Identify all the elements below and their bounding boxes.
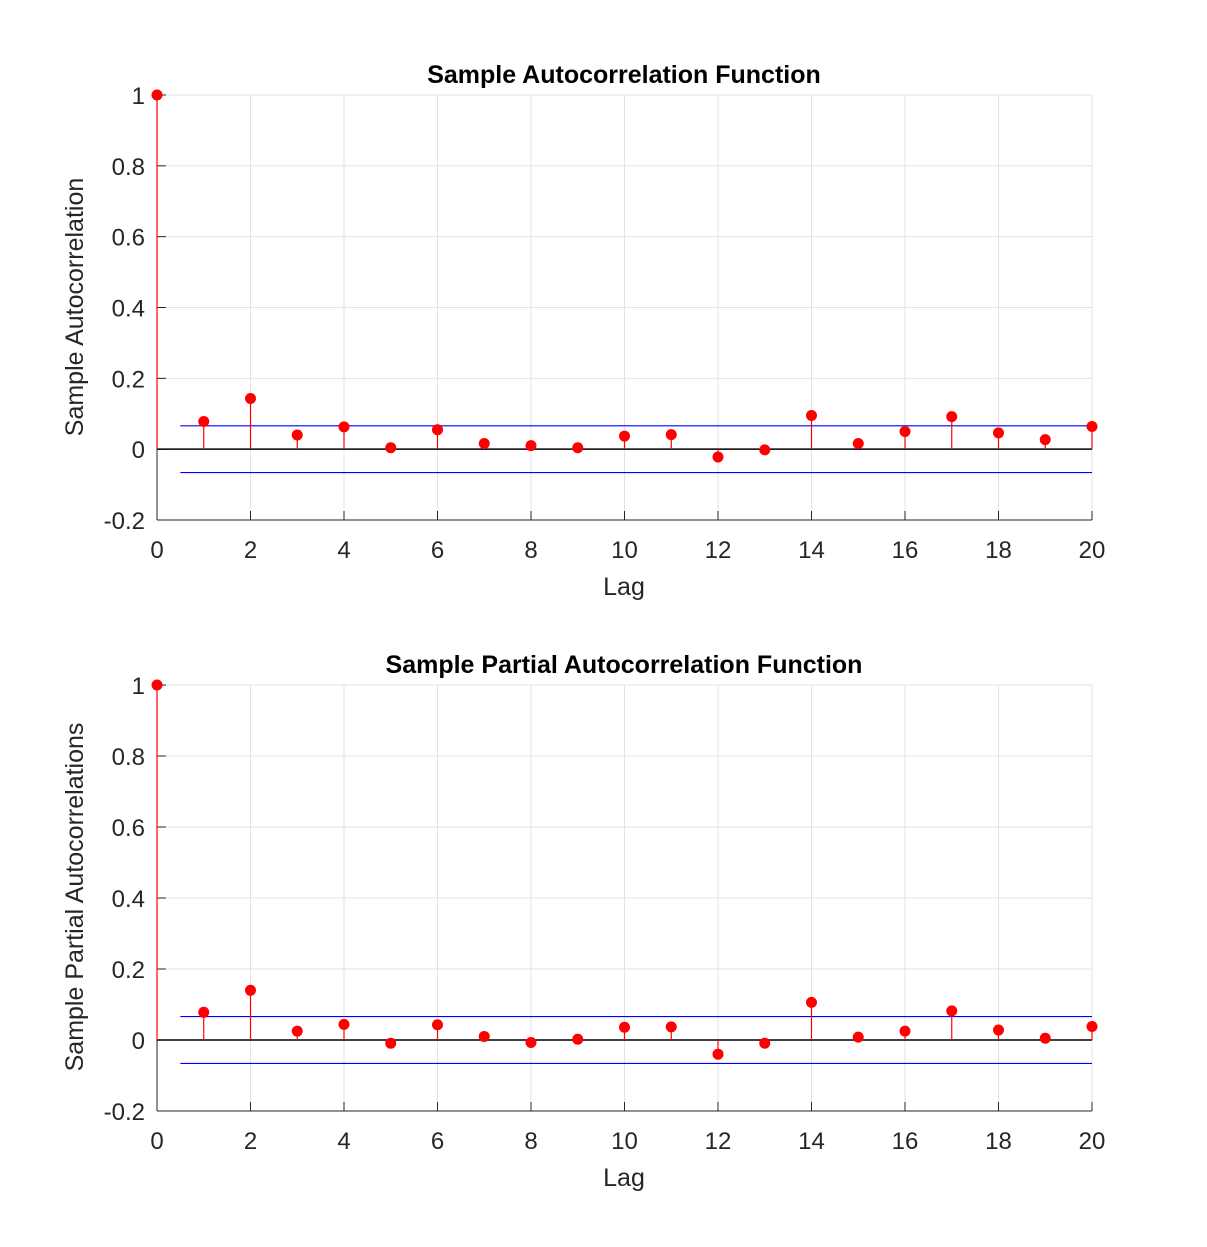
acf-y-tick-label-5: 0.8 xyxy=(112,154,145,181)
acf-y-tick-label-0: -0.2 xyxy=(104,508,145,535)
acf-marker-13 xyxy=(759,444,771,456)
pacf-y-tick-label-4: 0.6 xyxy=(112,815,145,842)
pacf-x-tick-label-3: 6 xyxy=(431,1128,444,1155)
acf-x-tick-label-4: 8 xyxy=(524,537,537,564)
acf-marker-12 xyxy=(712,451,724,463)
pacf-marker-7 xyxy=(478,1030,490,1042)
pacf-y-tick-label-1: 0 xyxy=(132,1028,145,1055)
pacf-marker-1 xyxy=(198,1006,210,1018)
acf-y-axis-label: Sample Autocorrelation xyxy=(61,178,89,436)
acf-axes: 0 2 4 6 8 10 12 14 16 18 20-0.200.20.40.60.81 Samp… xyxy=(61,61,1105,601)
pacf-x-tick-label-5: 10 xyxy=(611,1128,638,1155)
acf-marker-9 xyxy=(572,442,584,454)
pacf-x-tick-label-2: 4 xyxy=(337,1128,350,1155)
acf-x-tick-label-2: 4 xyxy=(337,537,350,564)
acf-marker-16 xyxy=(899,425,911,437)
pacf-marker-6 xyxy=(432,1019,443,1031)
acf-marker-1 xyxy=(198,416,210,428)
acf-y-tick-label-3: 0.4 xyxy=(112,296,145,323)
acf-plot-layer: 0 2 4 6 8 10 12 14 16 18 20-0.200.20.40.60.81 xyxy=(104,83,1106,564)
acf-marker-6 xyxy=(432,424,443,436)
pacf-x-tick-label-8: 16 xyxy=(892,1128,919,1155)
acf-x-tick-label-9: 18 xyxy=(985,537,1012,564)
pacf-title: Sample Partial Autocorrelation Function xyxy=(386,651,863,679)
pacf-x-tick-label-9: 18 xyxy=(985,1128,1012,1155)
pacf-y-tick-label-0: -0.2 xyxy=(104,1099,145,1126)
pacf-marker-17 xyxy=(946,1005,958,1017)
acf-marker-14 xyxy=(806,410,817,422)
acf-x-tick-label-7: 14 xyxy=(798,537,825,564)
pacf-marker-11 xyxy=(665,1021,677,1033)
acf-x-tick-label-6: 12 xyxy=(705,537,732,564)
pacf-y-tick-label-2: 0.2 xyxy=(112,957,145,984)
pacf-marker-18 xyxy=(993,1024,1004,1036)
acf-marker-11 xyxy=(665,429,677,441)
pacf-x-tick-label-4: 8 xyxy=(524,1128,537,1155)
pacf-x-axis-label: Lag xyxy=(603,1164,645,1192)
pacf-marker-3 xyxy=(291,1025,303,1037)
pacf-x-tick-label-7: 14 xyxy=(798,1128,825,1155)
acf-marker-0 xyxy=(151,89,163,101)
pacf-x-tick-label-0: 0 xyxy=(150,1128,163,1155)
acf-x-tick-label-8: 16 xyxy=(892,537,919,564)
pacf-y-tick-label-5: 0.8 xyxy=(112,744,145,771)
pacf-y-tick-label-3: 0.4 xyxy=(112,886,145,913)
acf-y-tick-label-2: 0.2 xyxy=(112,366,145,393)
acf-y-tick-label-4: 0.6 xyxy=(112,225,145,252)
acf-y-tick-label-1: 0 xyxy=(132,437,145,464)
pacf-marker-12 xyxy=(712,1048,724,1060)
acf-marker-8 xyxy=(525,440,537,452)
pacf-x-tick-label-10: 20 xyxy=(1079,1128,1106,1155)
pacf-y-axis-label: Sample Partial Autocorrelations xyxy=(61,723,89,1072)
pacf-y-tick-label-6: 1 xyxy=(132,673,145,700)
pacf-marker-16 xyxy=(899,1025,911,1037)
acf-marker-17 xyxy=(946,411,958,423)
pacf-marker-9 xyxy=(572,1033,584,1045)
acf-x-tick-label-1: 2 xyxy=(244,537,257,564)
pacf-marker-14 xyxy=(806,996,817,1008)
acf-marker-10 xyxy=(619,430,630,442)
pacf-marker-4 xyxy=(338,1018,350,1030)
pacf-marker-5 xyxy=(385,1037,397,1049)
acf-marker-4 xyxy=(338,421,350,433)
acf-marker-3 xyxy=(291,429,303,441)
pacf-plot-layer: 0 2 4 6 8 10 12 14 16 18 20-0.200.20.40.60.81 xyxy=(104,673,1106,1155)
acf-marker-15 xyxy=(852,438,864,449)
acf-x-tick-label-3: 6 xyxy=(431,537,444,564)
acf-marker-5 xyxy=(385,442,397,454)
acf-x-tick-label-0: 0 xyxy=(150,537,163,564)
acf-title: Sample Autocorrelation Function xyxy=(427,61,821,89)
pacf-marker-8 xyxy=(525,1036,537,1048)
acf-marker-19 xyxy=(1039,434,1051,446)
pacf-marker-19 xyxy=(1039,1032,1051,1044)
acf-y-tick-label-6: 1 xyxy=(132,83,145,110)
acf-marker-7 xyxy=(478,438,490,449)
pacf-marker-15 xyxy=(852,1031,864,1043)
pacf-marker-0 xyxy=(151,679,163,691)
acf-marker-2 xyxy=(245,393,256,405)
acf-marker-20 xyxy=(1086,421,1098,432)
pacf-marker-10 xyxy=(619,1021,630,1033)
acf-marker-18 xyxy=(993,427,1004,439)
pacf-x-tick-label-6: 12 xyxy=(705,1128,732,1155)
pacf-x-tick-label-1: 2 xyxy=(244,1128,257,1155)
pacf-marker-13 xyxy=(759,1037,771,1049)
acf-x-tick-label-10: 20 xyxy=(1079,537,1106,564)
acf-x-tick-label-5: 10 xyxy=(611,537,638,564)
pacf-axes: 0 2 4 6 8 10 12 14 16 18 20-0.200.20.40.60.81 Samp… xyxy=(61,651,1105,1192)
pacf-marker-2 xyxy=(245,984,256,996)
acf-x-axis-label: Lag xyxy=(603,573,645,601)
pacf-marker-20 xyxy=(1086,1021,1098,1033)
